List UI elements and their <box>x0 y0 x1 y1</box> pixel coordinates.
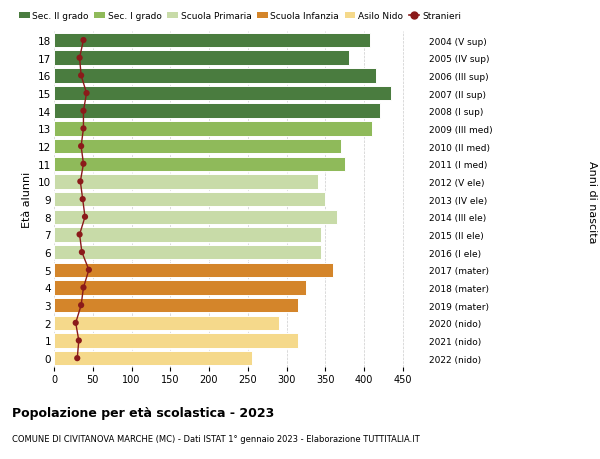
Legend: Sec. II grado, Sec. I grado, Scuola Primaria, Scuola Infanzia, Asilo Nido, Stran: Sec. II grado, Sec. I grado, Scuola Prim… <box>19 12 461 21</box>
Bar <box>54 122 372 136</box>
Bar <box>54 192 325 207</box>
Bar <box>54 298 298 313</box>
Bar <box>54 228 322 242</box>
Bar <box>54 351 251 366</box>
Text: Popolazione per età scolastica - 2023: Popolazione per età scolastica - 2023 <box>12 406 274 419</box>
Bar <box>54 87 391 101</box>
Point <box>76 302 86 309</box>
Point <box>79 125 88 133</box>
Bar <box>54 175 317 189</box>
Y-axis label: Età alunni: Età alunni <box>22 172 32 228</box>
Point <box>77 249 87 256</box>
Point <box>84 267 94 274</box>
Point <box>79 161 88 168</box>
Bar <box>54 210 337 224</box>
Bar <box>54 334 298 348</box>
Bar <box>54 157 344 172</box>
Point <box>78 196 88 203</box>
Point <box>82 90 91 97</box>
Bar <box>54 51 349 66</box>
Bar <box>54 104 380 119</box>
Bar <box>54 140 341 154</box>
Point <box>73 355 82 362</box>
Point <box>74 337 83 344</box>
Point <box>75 55 85 62</box>
Point <box>76 179 85 186</box>
Text: Anni di nascita: Anni di nascita <box>587 161 597 243</box>
Point <box>76 73 86 80</box>
Point <box>79 108 88 115</box>
Bar <box>54 316 279 330</box>
Point <box>79 284 88 291</box>
Bar <box>54 34 370 48</box>
Point <box>71 319 80 327</box>
Bar <box>54 263 333 277</box>
Point <box>75 231 85 239</box>
Bar <box>54 246 322 260</box>
Point <box>79 37 88 45</box>
Point <box>76 143 86 151</box>
Bar <box>54 280 306 295</box>
Text: COMUNE DI CIVITANOVA MARCHE (MC) - Dati ISTAT 1° gennaio 2023 - Elaborazione TUT: COMUNE DI CIVITANOVA MARCHE (MC) - Dati … <box>12 434 420 443</box>
Bar <box>54 69 376 84</box>
Point <box>80 213 90 221</box>
